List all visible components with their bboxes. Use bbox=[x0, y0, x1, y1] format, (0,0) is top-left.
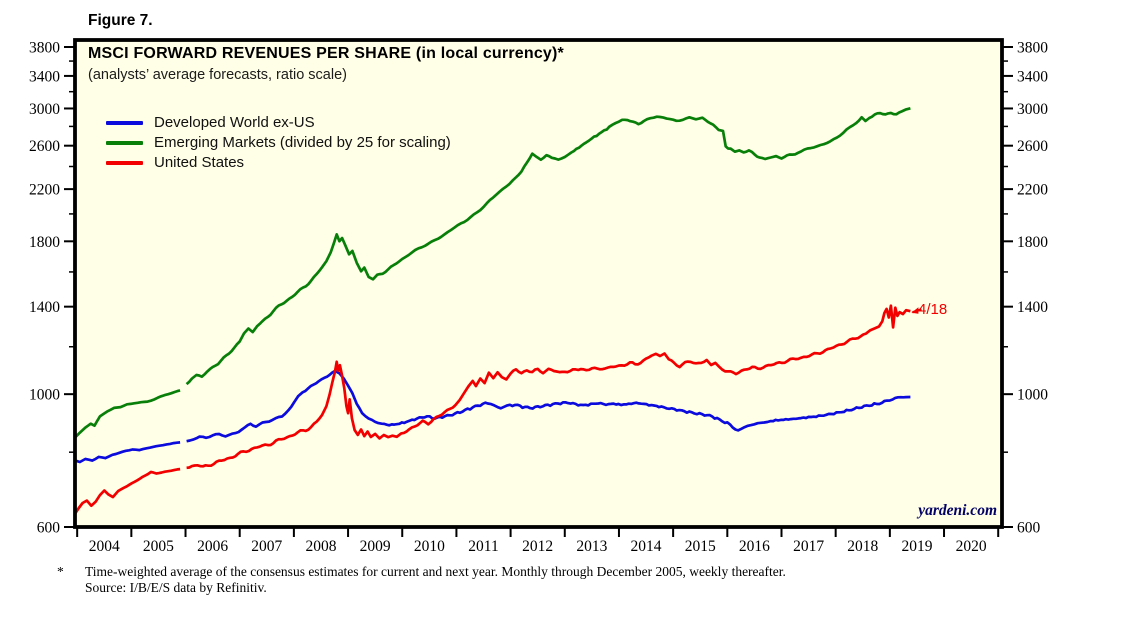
watermark: yardeni.com bbox=[918, 502, 997, 519]
x-axis-year-label: 2011 bbox=[468, 538, 498, 555]
legend-swatch-emerging-markets bbox=[106, 141, 143, 145]
legend: Developed World ex-US Emerging Markets (… bbox=[106, 113, 451, 173]
y-axis-label-right: 1000 bbox=[1017, 387, 1048, 404]
y-axis-label-left: 600 bbox=[37, 520, 61, 537]
x-axis-year-label: 2010 bbox=[414, 538, 445, 555]
latest-date-annotation: 4/18 bbox=[918, 301, 948, 318]
x-axis-year-label: 2006 bbox=[197, 538, 228, 555]
y-axis-label-right: 2200 bbox=[1017, 182, 1048, 199]
legend-label: Emerging Markets (divided by 25 for scal… bbox=[154, 134, 451, 151]
annotation-arrow-head bbox=[911, 307, 919, 314]
legend-item-united-states: United States bbox=[106, 153, 451, 173]
y-axis-label-right: 1800 bbox=[1017, 234, 1048, 251]
y-axis-label-left: 1000 bbox=[29, 387, 60, 404]
y-axis-label-left: 2600 bbox=[29, 138, 60, 155]
series-line-developed-world-ex-us bbox=[75, 369, 911, 464]
x-axis-year-label: 2008 bbox=[305, 538, 336, 555]
y-axis-label-right: 600 bbox=[1017, 520, 1041, 537]
legend-swatch-united-states bbox=[106, 161, 143, 165]
y-axis-label-left: 3800 bbox=[29, 40, 60, 57]
x-axis-year-label: 2013 bbox=[576, 538, 607, 555]
x-axis-year-label: 2005 bbox=[143, 538, 174, 555]
legend-item-developed-world-ex-us: Developed World ex-US bbox=[106, 113, 451, 133]
legend-swatch-developed-world-ex-us bbox=[106, 121, 143, 125]
x-axis-year-label: 2014 bbox=[631, 538, 662, 555]
y-axis-label-right: 1400 bbox=[1017, 299, 1048, 316]
x-axis-year-label: 2018 bbox=[847, 538, 878, 555]
footnote: * Time-weighted average of the consensus… bbox=[57, 564, 786, 596]
x-axis-year-label: 2007 bbox=[251, 538, 282, 555]
series-line-emerging-markets-divided-by-25-for-scaling bbox=[75, 106, 911, 440]
y-axis-label-right: 3800 bbox=[1017, 40, 1048, 57]
x-axis-year-label: 2020 bbox=[956, 538, 987, 555]
x-axis-year-label: 2012 bbox=[522, 538, 553, 555]
y-axis-label-left: 3400 bbox=[29, 68, 60, 85]
y-axis-label-right: 3400 bbox=[1017, 68, 1048, 85]
footnote-line-2: Source: I/B/E/S data by Refinitiv. bbox=[85, 580, 267, 595]
y-axis-label-left: 1800 bbox=[29, 234, 60, 251]
y-axis-label-left: 2200 bbox=[29, 182, 60, 199]
y-axis-label-left: 3000 bbox=[29, 101, 60, 118]
footnote-line-1: Time-weighted average of the consensus e… bbox=[85, 564, 786, 579]
series-line-united-states bbox=[75, 304, 911, 516]
x-axis-year-label: 2015 bbox=[685, 538, 716, 555]
plot-frame bbox=[73, 38, 1004, 529]
figure-label: Figure 7. bbox=[88, 12, 153, 29]
legend-label: Developed World ex-US bbox=[154, 114, 315, 131]
x-axis-year-label: 2017 bbox=[793, 538, 824, 555]
chart-subtitle: (analysts’ average forecasts, ratio scal… bbox=[88, 67, 347, 83]
y-axis-label-right: 3000 bbox=[1017, 101, 1048, 118]
y-axis-label-left: 1400 bbox=[29, 299, 60, 316]
x-axis-year-label: 2004 bbox=[89, 538, 120, 555]
plot-background bbox=[75, 40, 1002, 527]
chart-title: MSCI FORWARD REVENUES PER SHARE (in loca… bbox=[88, 45, 564, 62]
legend-label: United States bbox=[154, 154, 245, 171]
x-axis-year-label: 2016 bbox=[739, 538, 770, 555]
x-axis-year-label: 2009 bbox=[360, 538, 391, 555]
y-axis-label-right: 2600 bbox=[1017, 138, 1048, 155]
footnote-marker: * bbox=[57, 564, 64, 579]
x-axis-year-label: 2019 bbox=[901, 538, 932, 555]
legend-item-emerging-markets: Emerging Markets (divided by 25 for scal… bbox=[106, 133, 451, 153]
